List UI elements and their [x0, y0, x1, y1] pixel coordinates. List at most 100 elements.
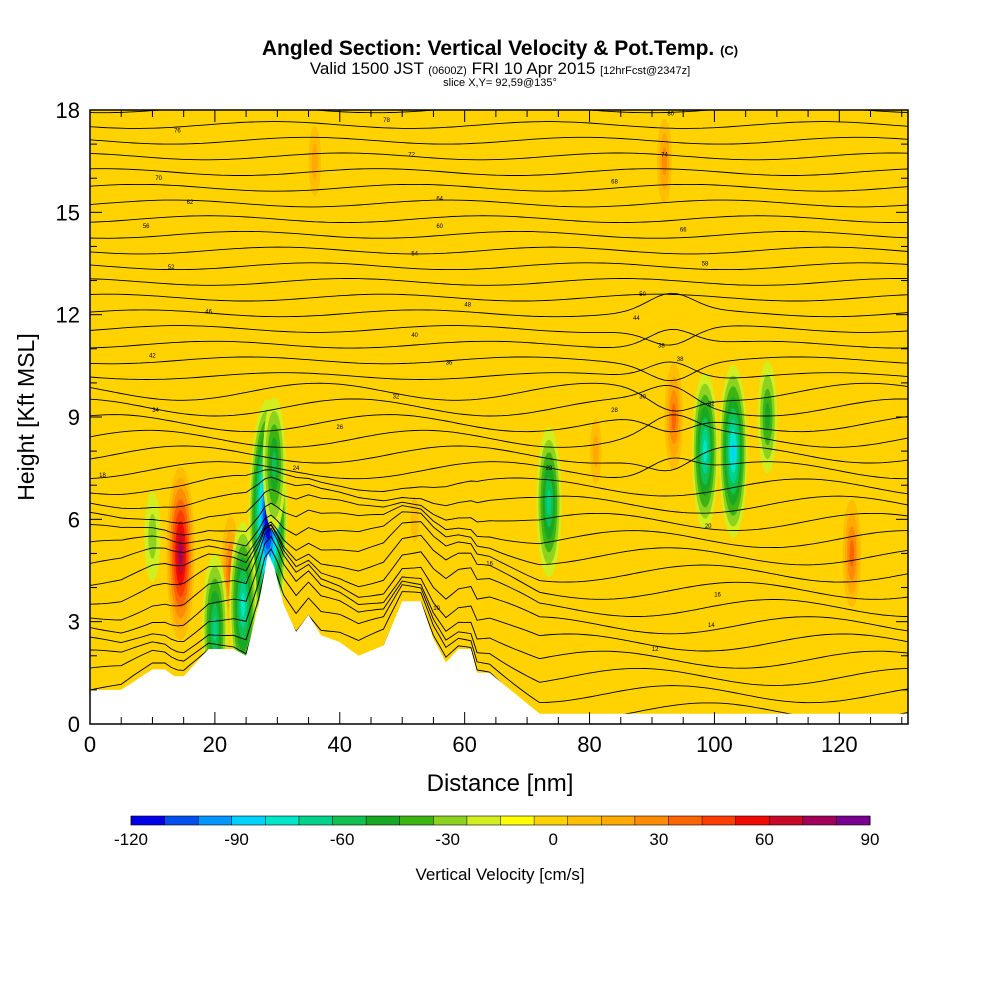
- contour-label: 68: [611, 180, 618, 186]
- contour-label: 60: [436, 224, 443, 230]
- contour-label: 40: [411, 333, 418, 339]
- colorbar-swatch: [164, 816, 199, 825]
- theta-contour-line: [90, 230, 908, 239]
- contour-label: 80: [667, 111, 674, 117]
- velocity-cell: [212, 615, 217, 641]
- theta-contour-line: [90, 293, 908, 302]
- contour-label: 32: [708, 401, 715, 407]
- theta-contour-line: [90, 292, 908, 318]
- theta-contour-line: [90, 361, 908, 380]
- terrain: [90, 553, 908, 724]
- colorbar-swatch: [534, 816, 569, 825]
- colorbar-swatch: [366, 816, 401, 825]
- theta-contour-line: [90, 524, 908, 617]
- contour-label: 44: [633, 316, 640, 322]
- x-tick-label: 120: [821, 732, 858, 757]
- contour-label: 54: [411, 251, 418, 257]
- contour-label: 72: [408, 152, 415, 158]
- colorbar-swatch: [735, 816, 770, 825]
- contour-labels: 10 12 14 16 16 18 20 22 24 26 28 30 32 32 34 36 38 38 40 42…: [99, 111, 721, 653]
- theta-contour-line: [90, 488, 908, 531]
- contour-label: 78: [383, 118, 390, 124]
- forecast-info: [12hrFcst@2347z]: [600, 65, 691, 77]
- title-unit: (C): [720, 43, 739, 58]
- colorbar-swatch: [500, 816, 535, 825]
- x-tick-label: 20: [203, 732, 227, 757]
- theta-contour-line: [90, 262, 908, 271]
- contour-label: 66: [680, 227, 687, 233]
- theta-contour-line: [90, 215, 908, 224]
- contour-label: 36: [446, 360, 453, 366]
- colorbar-label: Vertical Velocity [cm/s]: [415, 865, 584, 884]
- theta-contour-line: [90, 384, 908, 417]
- contour-label: 76: [174, 128, 181, 134]
- theta-contour-line: [90, 561, 908, 686]
- y-tick-label: 9: [68, 405, 80, 430]
- valid-utc: (0600Z): [428, 65, 467, 77]
- velocity-cell: [592, 434, 599, 468]
- contour-label: 16: [486, 562, 493, 568]
- contour-label: 64: [436, 197, 443, 203]
- colorbar-tick-label: 30: [649, 830, 668, 849]
- contour-label: 32: [393, 395, 400, 401]
- colorbar-tick-label: -120: [114, 830, 148, 849]
- velocity-cell: [311, 143, 318, 179]
- velocity-cell: [703, 439, 707, 463]
- velocity-cell: [661, 147, 667, 176]
- theta-contour-line: [90, 136, 908, 145]
- theta-contour-line: [90, 476, 908, 514]
- colorbar-tick-label: -30: [435, 830, 460, 849]
- theta-contour-line: [90, 573, 908, 704]
- velocity-cell: [271, 451, 277, 479]
- slice-info: slice X,Y= 92,59@135°: [443, 77, 557, 89]
- contour-label: 20: [705, 524, 712, 530]
- colorbar-swatch: [769, 816, 804, 825]
- colorbar-tick-label: 0: [549, 830, 558, 849]
- velocity-cell: [178, 542, 183, 565]
- colorbar-tick-label: -90: [224, 830, 249, 849]
- theta-contour-line: [90, 121, 908, 129]
- theta-contour-line: [90, 523, 908, 600]
- velocity-cell: [671, 403, 677, 431]
- x-tick-label: 100: [696, 732, 733, 757]
- colorbar-swatch: [702, 816, 737, 825]
- theta-contour-line: [90, 502, 908, 549]
- contour-label: 56: [143, 224, 150, 230]
- x-tick-label: 0: [84, 732, 96, 757]
- y-tick-label: 3: [68, 610, 80, 635]
- theta-contour-line: [90, 199, 908, 208]
- theta-contour-line: [90, 511, 908, 566]
- contour-label: 48: [464, 302, 471, 308]
- theta-contour-line: [90, 246, 908, 255]
- colorbar-tick-label: 60: [755, 830, 774, 849]
- theta-contour-line: [90, 152, 908, 161]
- colorbar-swatch: [567, 816, 602, 825]
- theta-contour-line: [90, 356, 908, 382]
- colorbar-swatch: [836, 816, 871, 825]
- y-tick-label: 18: [56, 98, 80, 123]
- theta-contour-line: [90, 445, 908, 472]
- x-tick-label: 80: [577, 732, 601, 757]
- theta-contour-line: [90, 414, 908, 448]
- x-axis-title: Distance [nm]: [427, 770, 574, 797]
- contour-label: 28: [611, 408, 618, 414]
- contour-label: 50: [639, 292, 646, 298]
- valid-time: Valid 1500 JST: [309, 59, 424, 78]
- contour-label: 30: [639, 395, 646, 401]
- colorbar-tick-label: 90: [861, 830, 880, 849]
- contour-label: 74: [661, 152, 668, 158]
- contour-label: 62: [187, 200, 194, 206]
- theta-contour-line: [90, 548, 908, 669]
- y-tick-label: 6: [68, 507, 80, 532]
- theta-contour-line: [90, 457, 908, 480]
- colorbar-swatch: [332, 816, 367, 825]
- theta-contour-line: [90, 328, 908, 349]
- contour-label: 24: [293, 466, 300, 472]
- velocity-cell: [849, 539, 855, 567]
- velocity-cell: [765, 402, 771, 432]
- chart-title: Angled Section: Vertical Velocity & Pot.…: [261, 37, 715, 60]
- contour-label: 12: [652, 647, 659, 653]
- colorbar-swatch: [399, 816, 434, 825]
